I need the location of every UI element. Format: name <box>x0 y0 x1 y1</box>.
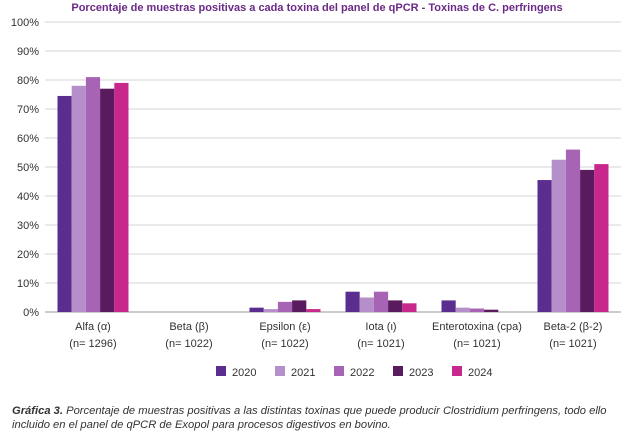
x-tick-label: Iota (ι) <box>365 321 396 333</box>
bar-2022 <box>565 149 581 312</box>
x-sample-size-label: (n= 1022) <box>261 338 308 350</box>
bar-2024 <box>594 164 609 312</box>
bar-2024 <box>114 82 129 313</box>
chart: Porcentaje de muestras positivas a cada … <box>11 2 621 379</box>
y-tick-label: 80% <box>17 75 39 87</box>
legend-label: 2022 <box>350 367 374 379</box>
bar-2020 <box>249 307 264 312</box>
figure-caption: Gráfica 3. Porcentaje de muestras positi… <box>12 404 630 432</box>
legend-swatch <box>452 366 462 376</box>
legend-swatch <box>216 366 226 376</box>
bar-2021 <box>455 307 470 312</box>
bar-2020 <box>345 291 360 312</box>
bar-2021 <box>263 309 278 312</box>
bar-2023 <box>484 309 499 312</box>
x-tick-label: Beta-2 (β-2) <box>544 321 603 333</box>
legend-label: 2024 <box>468 367 492 379</box>
x-tick-label: Alfa (α) <box>75 321 111 333</box>
y-tick-label: 20% <box>17 249 39 261</box>
bar-2023 <box>292 300 307 312</box>
legend-label: 2020 <box>232 367 256 379</box>
y-tick-label: 60% <box>17 133 39 145</box>
x-tick-label: Enterotoxina (cpa) <box>432 321 522 333</box>
bar-2022 <box>277 301 293 312</box>
x-sample-size-label: (n= 1296) <box>69 338 116 350</box>
bar-2021 <box>551 159 566 312</box>
y-tick-label: 50% <box>17 162 39 174</box>
bar-2023 <box>580 169 595 312</box>
x-sample-size-label: (n= 1021) <box>549 338 596 350</box>
chart-title: Porcentaje de muestras positivas a cada … <box>71 2 562 14</box>
bar-2021 <box>359 297 374 312</box>
legend-swatch <box>393 366 403 376</box>
y-tick-label: 0% <box>23 307 39 319</box>
bar-2024 <box>306 309 321 312</box>
bar-2022 <box>373 291 389 312</box>
y-tick-label: 10% <box>17 278 39 290</box>
legend-swatch <box>334 366 344 376</box>
y-tick-label: 70% <box>17 104 39 116</box>
y-tick-label: 30% <box>17 220 39 232</box>
y-tick-label: 40% <box>17 191 39 203</box>
legend-swatch <box>275 366 285 376</box>
bar-2020 <box>441 300 456 312</box>
legend-label: 2023 <box>409 367 433 379</box>
bar-2023 <box>388 300 403 312</box>
x-sample-size-label: (n= 1021) <box>357 338 404 350</box>
x-sample-size-label: (n= 1022) <box>165 338 212 350</box>
y-tick-label: 100% <box>11 17 39 29</box>
caption-text: Porcentaje de muestras positivas a las d… <box>12 405 607 431</box>
caption-label: Gráfica 3. <box>12 405 63 417</box>
legend-label: 2021 <box>291 367 315 379</box>
x-tick-label: Beta (β) <box>169 321 208 333</box>
bar-2020 <box>537 180 552 312</box>
x-tick-label: Epsilon (ε) <box>259 321 310 333</box>
bar-2022 <box>85 77 101 312</box>
bar-2021 <box>71 85 86 312</box>
bar-2023 <box>100 88 115 312</box>
y-tick-label: 90% <box>17 46 39 58</box>
bar-2024 <box>402 303 417 312</box>
bar-2020 <box>57 95 72 312</box>
bar-2022 <box>469 308 485 312</box>
x-sample-size-label: (n= 1021) <box>453 338 500 350</box>
